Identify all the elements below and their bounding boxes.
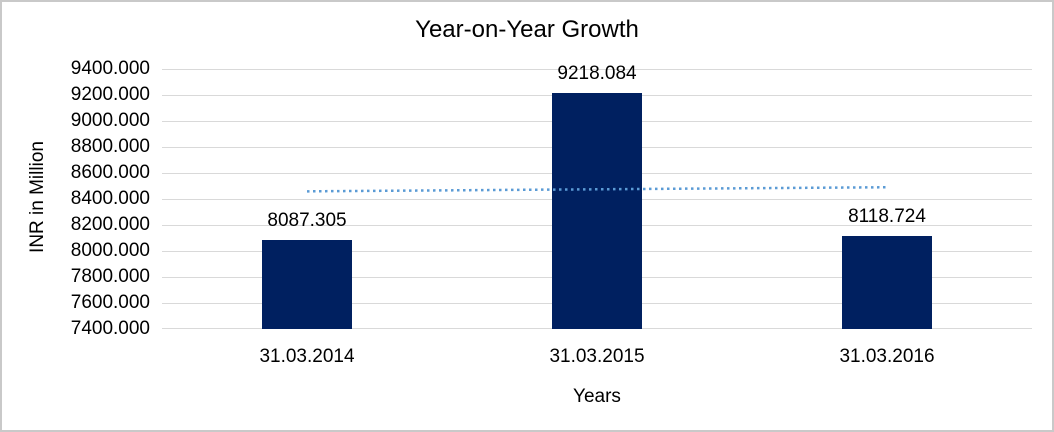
y-tick-label: 8000.000	[70, 240, 150, 261]
x-axis-title: Years	[573, 386, 621, 407]
bar[interactable]	[842, 235, 932, 329]
y-tick-label: 7800.000	[70, 266, 150, 287]
y-tick-label: 8600.000	[70, 162, 150, 183]
bar-data-label: 9218.084	[557, 62, 637, 84]
y-tick-label: 8200.000	[70, 214, 150, 235]
plot-area: 8087.305 9218.084 8118.724	[162, 63, 1032, 329]
bar-data-label: 8118.724	[848, 205, 926, 227]
trendline[interactable]	[162, 69, 1032, 329]
y-tick-label: 9400.000	[70, 58, 150, 79]
y-tick-label: 8400.000	[70, 188, 150, 209]
y-tick-label: 7600.000	[70, 292, 150, 313]
gridline	[162, 69, 1032, 70]
trendline-line[interactable]	[306, 185, 888, 193]
x-category-label: 31.03.2016	[839, 346, 935, 367]
bar[interactable]	[552, 92, 642, 329]
x-category-label: 31.03.2015	[549, 346, 645, 367]
y-tick-label: 7400.000	[70, 318, 150, 339]
y-tick-label: 9200.000	[70, 84, 150, 105]
x-category-label: 31.03.2014	[259, 346, 355, 367]
chart-title: Year-on-Year Growth	[415, 16, 639, 43]
y-tick-label: 8800.000	[70, 136, 150, 157]
bar[interactable]	[262, 239, 352, 329]
y-tick-label: 9000.000	[70, 110, 150, 131]
bar-data-label: 8087.305	[267, 209, 347, 231]
